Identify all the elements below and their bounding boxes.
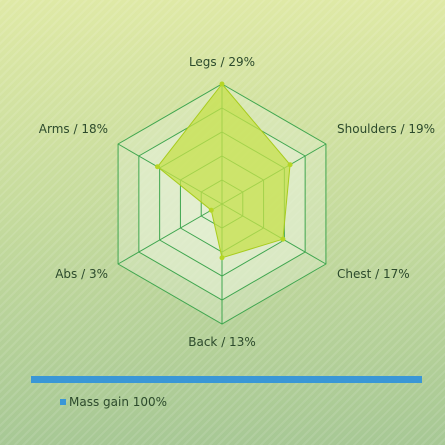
data-point-5: [154, 164, 160, 170]
legend: Mass gain 100%: [60, 395, 167, 409]
data-point-0: [219, 81, 225, 87]
axis-label-1: Shoulders / 19%: [337, 122, 435, 136]
radar-axis-labels: Legs / 29% Shoulders / 19% Chest / 17% Back…: [39, 55, 435, 349]
legend-label: Mass gain 100%: [69, 395, 168, 409]
grid-spoke-4: [117, 203, 223, 265]
data-point-3: [219, 255, 225, 261]
radar-series: [154, 81, 293, 261]
legend-swatch: [60, 399, 66, 405]
axis-label-3: Back / 13%: [188, 335, 255, 349]
axis-label-5: Arms / 18%: [39, 122, 108, 136]
data-point-2: [280, 236, 286, 242]
axis-label-0: Legs / 29%: [189, 55, 255, 69]
axis-label-4: Abs / 3%: [55, 267, 108, 281]
axis-label-2: Chest / 17%: [337, 267, 410, 281]
data-point-4: [208, 207, 214, 213]
separator-bar: [31, 376, 422, 383]
data-point-1: [287, 162, 293, 168]
